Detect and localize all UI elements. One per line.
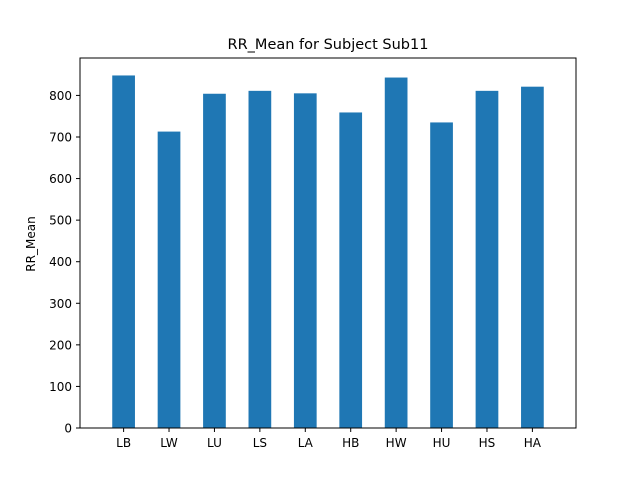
x-tick-label-lu: LU <box>207 436 222 450</box>
plot-frame <box>79 57 577 429</box>
x-tick-label-hb: HB <box>342 436 359 450</box>
y-tick-label: 300 <box>49 297 72 311</box>
y-tick-label: 500 <box>49 214 72 228</box>
bar-la <box>293 93 317 428</box>
y-axis: 0 100 200 300 400 500 600 700 800 <box>49 89 80 436</box>
y-tick-label: 700 <box>49 130 72 144</box>
x-tick-label-hw: HW <box>386 436 407 450</box>
bar-ha <box>521 86 544 428</box>
y-tick-label: 600 <box>49 172 72 186</box>
bar-lb <box>112 75 135 429</box>
bars-layer <box>112 75 544 429</box>
bar-lu <box>203 93 226 428</box>
y-tick-label: 100 <box>49 380 72 394</box>
bar-hw <box>384 77 408 428</box>
x-tick-label-lw: LW <box>160 436 178 450</box>
bar-ls <box>248 90 272 428</box>
x-tick-label-ha: HA <box>524 436 542 450</box>
y-tick-label: 0 <box>64 422 72 436</box>
y-tick-label: 200 <box>49 338 72 352</box>
y-tick-label: 400 <box>49 255 72 269</box>
x-axis: LB LW LU LS LA HB HW HU HS HA <box>116 428 542 450</box>
bar-lw <box>157 131 181 428</box>
y-tick-label: 800 <box>49 89 72 103</box>
chart-title: RR_Mean for Subject Sub11 <box>228 37 429 53</box>
y-axis-label: RR_Mean <box>24 216 38 271</box>
x-tick-label-ls: LS <box>253 436 267 450</box>
x-tick-label-hu: HU <box>433 436 451 450</box>
bar-hb <box>339 112 363 429</box>
bar-hu <box>430 122 453 428</box>
x-tick-label-hs: HS <box>479 436 496 450</box>
x-tick-label-lb: LB <box>116 436 131 450</box>
bar-hs <box>475 90 499 428</box>
x-tick-label-la: LA <box>298 436 314 450</box>
